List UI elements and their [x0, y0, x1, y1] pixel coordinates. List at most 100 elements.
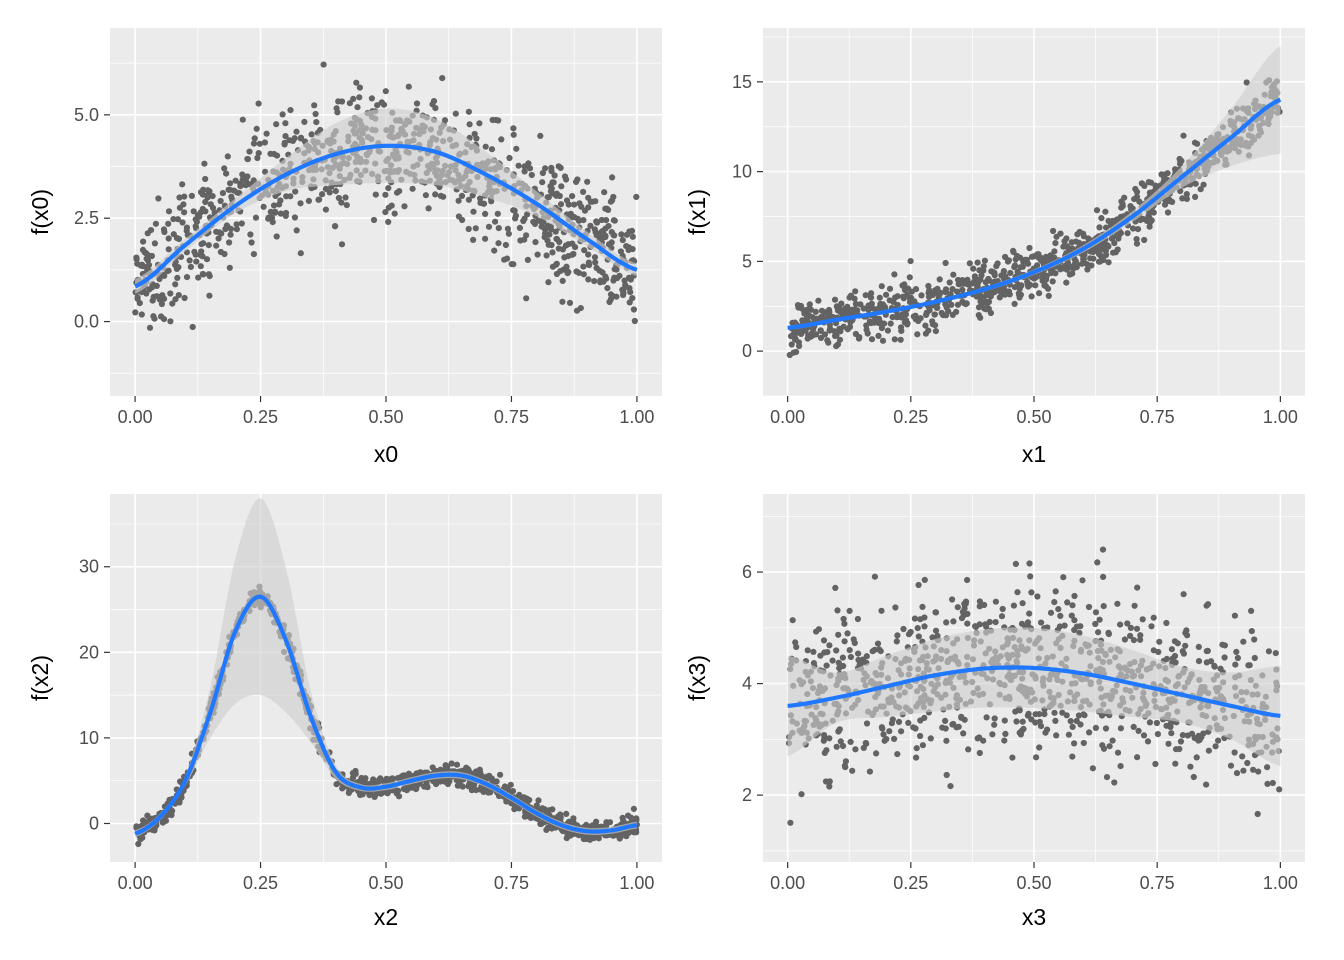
data-point: [565, 818, 573, 826]
data-point: [237, 183, 244, 190]
data-point: [553, 270, 561, 278]
data-point: [876, 294, 883, 301]
data-point: [1001, 737, 1008, 744]
data-point: [545, 807, 553, 814]
data-point: [301, 118, 308, 125]
data-point: [1132, 185, 1139, 193]
data-point: [503, 255, 511, 262]
data-point: [509, 788, 517, 795]
data-point: [976, 292, 983, 299]
data-point: [256, 140, 263, 147]
data-point: [1020, 725, 1027, 733]
data-point: [851, 306, 858, 313]
data-point: [176, 204, 183, 211]
data-point: [929, 634, 936, 641]
data-point: [1134, 584, 1141, 591]
data-point: [1024, 278, 1031, 285]
data-point: [835, 631, 842, 638]
data-point: [430, 98, 438, 105]
data-point: [563, 176, 570, 183]
data-point: [1146, 719, 1153, 726]
data-point: [165, 235, 172, 242]
data-point: [1188, 730, 1196, 737]
data-point: [1063, 712, 1070, 719]
data-point: [227, 231, 234, 238]
x-tick-label: 0.50: [368, 873, 403, 893]
data-point: [133, 256, 140, 263]
data-point: [1117, 763, 1124, 770]
data-point: [558, 183, 565, 190]
data-point: [520, 217, 527, 225]
data-point: [606, 819, 614, 826]
data-point: [1018, 620, 1026, 627]
data-point: [566, 299, 574, 306]
data-point: [580, 188, 587, 195]
data-point: [1233, 770, 1241, 777]
data-point: [623, 243, 630, 250]
data-point: [544, 222, 551, 229]
data-point: [1269, 779, 1276, 787]
data-point: [1231, 612, 1238, 619]
data-point: [1100, 603, 1107, 610]
data-point: [202, 198, 209, 206]
data-point: [204, 193, 211, 200]
data-point: [270, 150, 278, 158]
data-point: [810, 648, 817, 656]
data-point: [1183, 191, 1190, 198]
data-point: [971, 273, 979, 280]
data-point: [1013, 718, 1020, 725]
data-point: [1009, 754, 1016, 761]
data-point: [625, 274, 633, 281]
data-point: [413, 100, 421, 107]
data-point: [287, 193, 294, 200]
data-point: [465, 196, 472, 203]
panel-x0: 0.00 0.25 0.50 0.75 1.00 0.0 2.5 5.0 x0 f(x0): [27, 28, 662, 467]
data-point: [202, 208, 209, 215]
y-axis-title: f(x3): [684, 655, 710, 701]
data-point: [937, 289, 944, 296]
data-point: [1064, 599, 1071, 606]
data-point: [1105, 243, 1112, 250]
data-point: [543, 252, 550, 259]
data-point: [798, 791, 805, 798]
data-point: [260, 203, 267, 210]
data-point: [1088, 262, 1095, 269]
data-point: [1195, 732, 1202, 740]
panel-x3: 0.00 0.25 0.50 0.75 1.00 2 4 6 x3 f(x3): [684, 494, 1305, 930]
data-point: [213, 228, 220, 235]
data-point: [382, 191, 389, 198]
data-point: [1173, 746, 1180, 753]
data-point: [1024, 619, 1032, 626]
data-point: [610, 217, 618, 224]
data-point: [950, 618, 957, 625]
data-point: [252, 214, 260, 221]
data-point: [179, 181, 186, 188]
data-point: [534, 251, 541, 258]
data-point: [261, 139, 268, 146]
data-point: [880, 731, 887, 738]
data-point: [1073, 717, 1080, 725]
data-point: [1133, 240, 1141, 247]
data-point: [1127, 632, 1134, 640]
x-tick-label: 0.25: [893, 407, 928, 427]
data-point: [1053, 233, 1060, 240]
data-point: [866, 768, 874, 775]
data-point: [405, 770, 412, 777]
data-point: [253, 125, 260, 132]
data-point: [1139, 180, 1146, 187]
data-point: [549, 263, 557, 270]
data-point: [949, 596, 956, 603]
data-point: [551, 172, 558, 179]
data-point: [891, 336, 898, 343]
data-point: [353, 79, 360, 86]
data-point: [1010, 602, 1018, 609]
data-point: [244, 155, 251, 163]
data-point: [1060, 574, 1067, 581]
data-point: [1240, 638, 1247, 645]
data-point: [826, 327, 833, 334]
data-point: [868, 300, 875, 307]
data-point: [331, 223, 339, 230]
data-point: [1152, 182, 1159, 189]
data-point: [923, 309, 930, 316]
data-point: [807, 306, 815, 313]
